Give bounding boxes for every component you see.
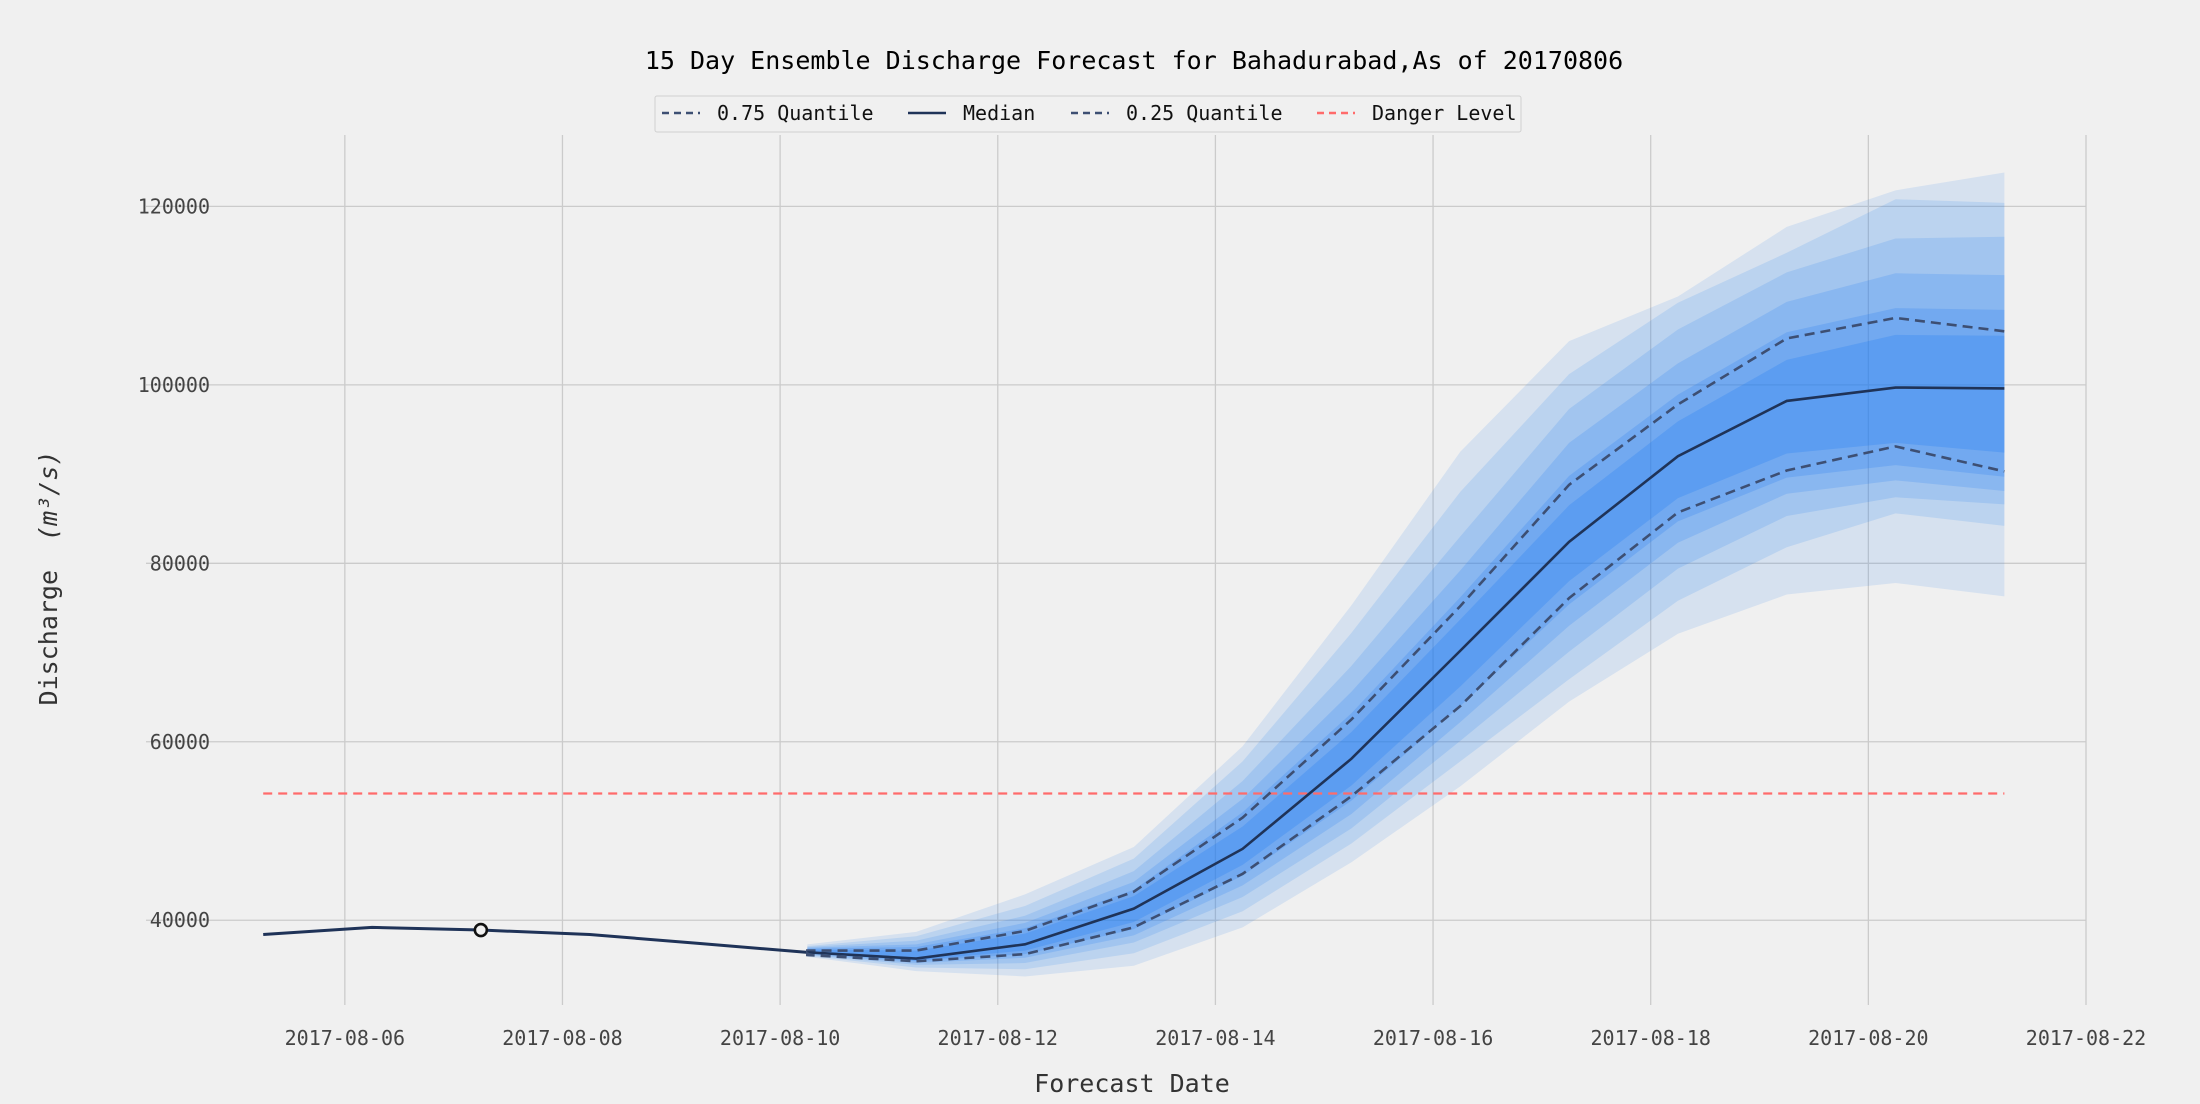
x-tick-label: 2017-08-12 bbox=[938, 1026, 1058, 1050]
y-tick-label: 100000 bbox=[138, 373, 210, 397]
y-axis-unit: (m³/s) bbox=[34, 451, 63, 541]
x-tick-label: 2017-08-18 bbox=[1590, 1026, 1710, 1050]
legend: 0.75 Quantile Median 0.25 Quantile Danger L… bbox=[654, 95, 1522, 133]
y-tick-label: 80000 bbox=[150, 551, 210, 575]
axis-tick-labels: 2017-08-06 2017-08-08 2017-08-10 2017-08-12… bbox=[138, 194, 2146, 1050]
observed-line bbox=[263, 925, 808, 954]
y-tick-label: 60000 bbox=[150, 730, 210, 754]
chart-title: 15 Day Ensemble Discharge Forecast for B… bbox=[645, 46, 1623, 75]
ensemble-band bbox=[807, 273, 2005, 964]
ensemble-band bbox=[807, 236, 2005, 965]
ensemble-band bbox=[807, 172, 2005, 977]
current-date-marker bbox=[473, 922, 489, 938]
median-line bbox=[807, 386, 2005, 960]
ensemble-band bbox=[807, 308, 2005, 962]
x-axis-label: Forecast Date bbox=[1034, 1069, 1230, 1098]
legend-label-median: Median bbox=[963, 101, 1035, 125]
ensemble-band bbox=[807, 199, 2005, 970]
grid-lines bbox=[146, 135, 2087, 1005]
legend-label-0-75-quantile: 0.75 Quantile bbox=[717, 101, 874, 125]
y-tick-label: 120000 bbox=[138, 194, 210, 218]
ensemble-band bbox=[807, 334, 2005, 961]
x-tick-label: 2017-08-16 bbox=[1373, 1026, 1493, 1050]
x-tick-label: 2017-08-22 bbox=[2026, 1026, 2146, 1050]
legend-label-danger-level: Danger Level bbox=[1372, 101, 1517, 125]
x-tick-label: 2017-08-06 bbox=[285, 1026, 405, 1050]
svg-text:Discharge (m³/s): Discharge (m³/s) bbox=[34, 451, 63, 706]
ensemble-bands bbox=[807, 172, 2005, 977]
0-75-quantile-line bbox=[806, 316, 2005, 953]
x-tick-label: 2017-08-14 bbox=[1155, 1026, 1275, 1050]
x-tick-label: 2017-08-10 bbox=[720, 1026, 840, 1050]
y-axis-label-group: Discharge (m³/s) bbox=[34, 451, 63, 706]
0-25-quantile-line bbox=[806, 445, 2005, 963]
x-tick-label: 2017-08-08 bbox=[502, 1026, 622, 1050]
series-lines bbox=[263, 316, 2005, 963]
y-axis-label: Discharge bbox=[34, 570, 63, 705]
x-tick-label: 2017-08-20 bbox=[1808, 1026, 1928, 1050]
legend-label-0-25-quantile: 0.25 Quantile bbox=[1126, 101, 1283, 125]
y-tick-label: 40000 bbox=[150, 908, 210, 932]
